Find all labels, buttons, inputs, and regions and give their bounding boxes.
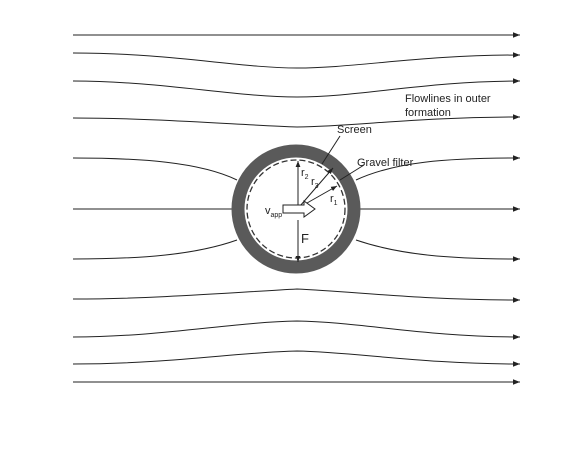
flowline-5: [72, 157, 238, 181]
flowline-9: [72, 320, 521, 340]
flowlines-label-line1: Flowlines in outer: [405, 93, 491, 105]
flowlines: [72, 32, 521, 385]
screen-leader: [321, 135, 341, 165]
r1-label: r1: [330, 193, 338, 207]
gravel-filter-label: Gravel filter: [357, 157, 414, 169]
flowline-2: [72, 52, 521, 69]
f-label: F: [301, 231, 309, 246]
flowline-4: [72, 114, 521, 128]
r2-label: r2: [301, 167, 309, 181]
vapp-arrow: [282, 200, 316, 218]
r3-arrow: [299, 167, 334, 207]
flowline-7: [72, 239, 238, 260]
flowline-3: [72, 78, 521, 98]
screen-label: Screen: [337, 124, 372, 136]
flowline-10: [72, 350, 521, 367]
flowlines-label-line2: formation: [405, 107, 451, 119]
flowline-7b: [355, 239, 521, 262]
gravel-leader: [339, 164, 365, 181]
vapp-label: vapp: [265, 205, 282, 219]
flowline-8: [72, 288, 521, 303]
flowline-5b: [355, 155, 521, 181]
r3-label: r3: [311, 176, 319, 190]
